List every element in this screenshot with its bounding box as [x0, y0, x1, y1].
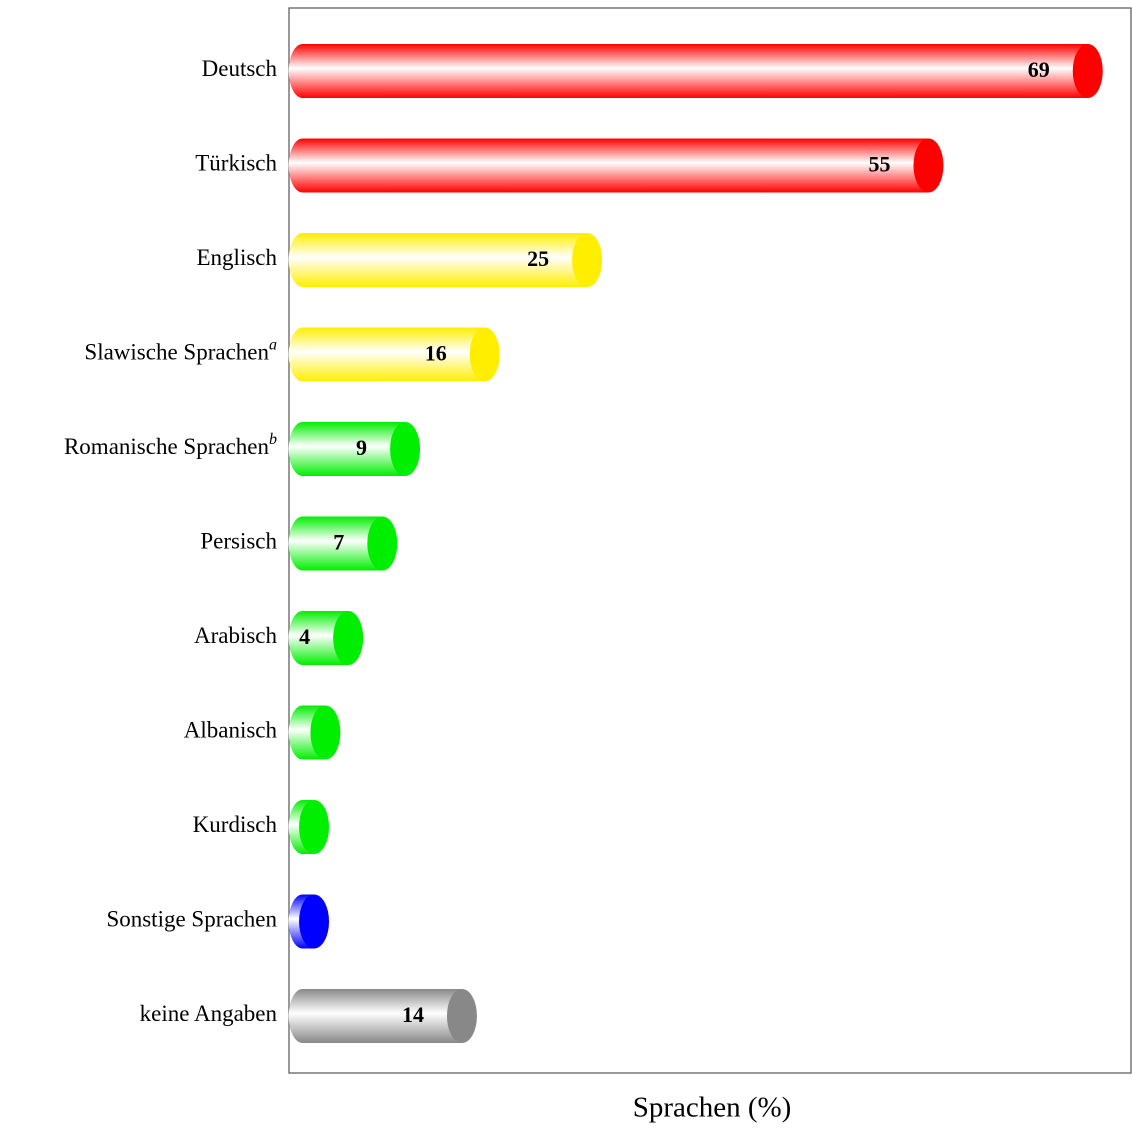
category-name: Albanisch [184, 718, 278, 743]
category-label: Slawische Sprachena [84, 336, 277, 365]
value-label: 7 [333, 530, 344, 555]
category-note: a [269, 336, 277, 353]
category-label: Arabisch [194, 623, 278, 648]
category-note: b [269, 431, 277, 448]
bar-end-cap [310, 705, 341, 760]
category-name: Persisch [200, 529, 277, 554]
value-label: 4 [299, 624, 310, 649]
category-label: Sonstige Sprachen [106, 907, 277, 932]
bar-end-cap [572, 233, 603, 287]
value-label: 55 [868, 152, 890, 177]
bar-end-cap [390, 422, 421, 476]
bar-end-cap [333, 611, 364, 665]
category-name: Deutsch [202, 56, 278, 81]
category-name: Slawische Sprachen [84, 340, 269, 365]
bar-end-cap [299, 800, 330, 854]
category-name: Kurdisch [193, 812, 278, 837]
value-label: 25 [527, 246, 549, 271]
category-label: Persisch [200, 529, 277, 554]
value-label: 14 [402, 1002, 424, 1027]
category-name: Englisch [197, 245, 278, 270]
category-name: keine Angaben [140, 1001, 278, 1026]
category-label: Romanische Sprachenb [64, 431, 277, 460]
category-label: Albanisch [184, 718, 278, 743]
bar-end-cap [1072, 44, 1103, 98]
category-label: Englisch [197, 245, 278, 270]
value-label: 16 [425, 341, 447, 366]
bar [302, 989, 462, 1043]
value-label: 69 [1028, 57, 1050, 82]
value-label: 9 [356, 435, 367, 460]
bar-end-cap [299, 894, 330, 949]
bar-end-cap [446, 989, 477, 1043]
category-name: Sonstige Sprachen [106, 907, 277, 932]
category-label: Deutsch [202, 56, 278, 81]
bar-end-cap [469, 327, 500, 382]
category-name: Türkisch [195, 151, 277, 176]
bar [302, 422, 406, 476]
category-label: Türkisch [195, 151, 277, 176]
bar-end-cap [913, 138, 944, 193]
bar [302, 138, 929, 193]
bar-end-cap [367, 516, 398, 571]
bar [302, 44, 1088, 98]
category-label: Kurdisch [193, 812, 278, 837]
category-label: keine Angaben [140, 1001, 278, 1026]
bar [302, 327, 485, 382]
x-axis-label: Sprachen (%) [633, 1092, 792, 1124]
category-name: Arabisch [194, 623, 278, 648]
category-name: Romanische Sprachen [64, 434, 270, 459]
bar [302, 233, 588, 287]
